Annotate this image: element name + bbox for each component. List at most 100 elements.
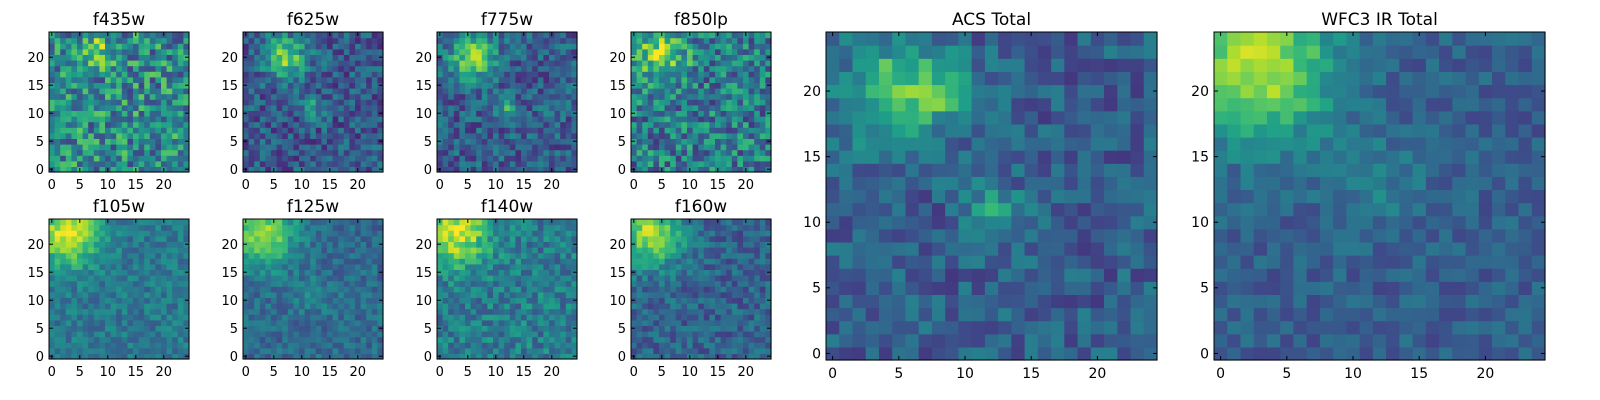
x-tick-label: 10 <box>294 178 311 193</box>
heatmap-cell <box>77 331 84 338</box>
heatmap-cell <box>304 331 311 338</box>
heatmap-cell <box>554 319 561 326</box>
heatmap-cell <box>737 43 744 50</box>
heatmap-cell <box>509 336 516 343</box>
heatmap-cell <box>349 144 356 151</box>
heatmap-cell <box>647 308 654 315</box>
heatmap-cell <box>453 155 460 162</box>
heatmap-cell <box>243 258 250 265</box>
heatmap-cell <box>565 93 572 100</box>
heatmap-cell <box>60 110 67 117</box>
heatmap-cell <box>144 325 151 332</box>
heatmap-cell <box>748 160 755 167</box>
heatmap-cell <box>476 65 483 72</box>
heatmap-cell <box>265 219 272 226</box>
heatmap-cell <box>470 160 477 167</box>
heatmap-cell <box>183 144 190 151</box>
heatmap-cell <box>571 48 578 55</box>
heatmap-cell <box>121 37 128 44</box>
heatmap-cell <box>360 121 367 128</box>
heatmap-cell <box>155 235 162 242</box>
heatmap-cell <box>161 93 168 100</box>
heatmap-cell <box>470 297 477 304</box>
heatmap-cell <box>276 32 283 39</box>
heatmap-cell <box>265 110 272 117</box>
heatmap-cell <box>172 275 179 282</box>
heatmap-cell <box>99 331 106 338</box>
heatmap-cell <box>715 303 722 310</box>
heatmap-cell <box>287 314 294 321</box>
heatmap-cell <box>172 155 179 162</box>
heatmap-cell <box>149 275 156 282</box>
heatmap-cell <box>77 342 84 349</box>
heatmap-cell <box>183 60 190 67</box>
heatmap-cell <box>287 127 294 134</box>
heatmap-cell <box>476 314 483 321</box>
heatmap-cell <box>465 43 472 50</box>
heatmap-cell <box>265 155 272 162</box>
heatmap-cell <box>543 314 550 321</box>
heatmap-cell <box>172 258 179 265</box>
heatmap-cell <box>321 347 328 354</box>
heatmap-cell <box>521 252 528 259</box>
heatmap-cell <box>349 60 356 67</box>
heatmap-cell <box>166 269 173 276</box>
heatmap-cell <box>349 269 356 276</box>
heatmap-cell <box>177 37 184 44</box>
heatmap-cell <box>155 331 162 338</box>
heatmap-cell <box>549 247 556 254</box>
heatmap-cell <box>476 325 483 332</box>
heatmap-cell <box>631 132 638 139</box>
heatmap-cell <box>243 132 250 139</box>
heatmap-cell <box>532 93 539 100</box>
heatmap-cell <box>271 325 278 332</box>
heatmap-cell <box>172 54 179 61</box>
heatmap-cell <box>110 71 117 78</box>
heatmap-cell <box>293 319 300 326</box>
heatmap-cell <box>748 71 755 78</box>
heatmap-cell <box>504 252 511 259</box>
heatmap-cell <box>709 138 716 145</box>
heatmap-cell <box>121 319 128 326</box>
heatmap-cell <box>149 347 156 354</box>
heatmap-cell <box>310 235 317 242</box>
heatmap-cell <box>493 48 500 55</box>
heatmap-cell <box>71 155 78 162</box>
y-tick-label: 5 <box>36 322 44 337</box>
heatmap-cell <box>355 60 362 67</box>
heatmap-cell <box>355 43 362 50</box>
heatmap-cell <box>60 88 67 95</box>
heatmap-cell <box>248 166 255 173</box>
heatmap-cell <box>133 291 140 298</box>
heatmap-cell <box>653 71 660 78</box>
heatmap-cell <box>293 269 300 276</box>
heatmap-cell <box>754 48 761 55</box>
heatmap-cell <box>287 275 294 282</box>
heatmap-cell <box>515 241 522 248</box>
heatmap-cell <box>754 144 761 151</box>
heatmap-cell <box>448 166 455 173</box>
heatmap-cell <box>532 132 539 139</box>
heatmap-cell <box>338 325 345 332</box>
heatmap-cell <box>304 303 311 310</box>
heatmap-cell <box>77 116 84 123</box>
heatmap-cell <box>116 149 123 156</box>
heatmap-cell <box>93 247 100 254</box>
heatmap-cell <box>526 241 533 248</box>
heatmap-cell <box>265 314 272 321</box>
heatmap-cell <box>360 241 367 248</box>
heatmap-cell <box>355 314 362 321</box>
heatmap-cell <box>442 93 449 100</box>
heatmap-cell <box>172 303 179 310</box>
heatmap-cell <box>537 71 544 78</box>
heatmap-cell <box>110 235 117 242</box>
heatmap-cell <box>754 353 761 360</box>
x-tick-label: 10 <box>100 365 117 380</box>
heatmap-cell <box>636 116 643 123</box>
heatmap-cell <box>487 99 494 106</box>
heatmap-cell <box>537 291 544 298</box>
heatmap-cell <box>315 331 322 338</box>
heatmap-cell <box>465 116 472 123</box>
heatmap-cell <box>332 308 339 315</box>
heatmap-cell <box>687 325 694 332</box>
